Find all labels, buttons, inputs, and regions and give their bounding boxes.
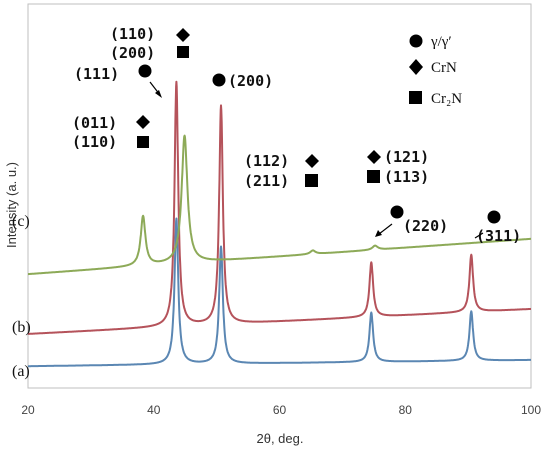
peak-label-110-cr2n: (110) (72, 133, 117, 151)
peak-label-121: (121) (384, 148, 429, 166)
diamond-marker-icon (305, 154, 319, 168)
series-line-c (27, 134, 532, 276)
series-label-b: (b) (12, 319, 31, 336)
peak-label-220: (220) (403, 217, 448, 235)
peak-label-311: (311) (476, 227, 521, 245)
x-tick-label: 20 (21, 403, 35, 417)
legend-circle-icon (409, 34, 423, 48)
series-line-a (27, 217, 532, 368)
series-layer (27, 80, 532, 368)
peak-label-111: (111) (74, 65, 119, 83)
peak-label-113: (113) (384, 168, 429, 186)
series-label-c: (c) (12, 213, 30, 230)
plot-frame (27, 3, 532, 389)
peak-label-200-cr2n: (200) (110, 44, 155, 62)
x-axis-title: 2θ, deg. (257, 431, 304, 446)
legend-label-gamma: γ/γ′ (430, 34, 452, 50)
peak-label-011: (011) (72, 114, 117, 132)
x-tick-label: 100 (521, 403, 541, 417)
square-marker-icon (367, 170, 380, 183)
peak-label-211: (211) (244, 172, 289, 190)
arrow-head-icon (375, 230, 382, 237)
legend-label-crn: CrN (431, 60, 457, 76)
square-marker-icon (177, 46, 189, 58)
diamond-marker-icon (136, 115, 150, 129)
legend-label-cr2n: Cr₂N (431, 91, 462, 107)
x-tick-label: 80 (399, 403, 413, 417)
square-marker-icon (305, 174, 318, 187)
arrow-311 (474, 232, 484, 239)
arrow-head-icon (155, 90, 162, 98)
circle-marker-icon (487, 210, 501, 224)
circle-marker-icon (390, 205, 404, 219)
peak-annotations: (110) (200) (111) (200) (011) (110) (112… (72, 25, 521, 245)
arrow-220 (378, 223, 393, 235)
x-tick-labels: 20 40 60 80 100 (21, 403, 541, 417)
legend: γ/γ′ CrN Cr₂N (409, 34, 462, 107)
diamond-marker-icon (367, 150, 381, 164)
square-marker-icon (137, 136, 149, 148)
peak-label-112: (112) (244, 152, 289, 170)
legend-diamond-icon (409, 59, 423, 75)
peak-label-110-crn: (110) (110, 25, 155, 43)
circle-marker-icon (212, 73, 226, 87)
diamond-marker-icon (176, 28, 190, 42)
y-axis-title: Intensity (a. u.) (4, 162, 19, 248)
series-label-a: (a) (12, 363, 30, 380)
circle-marker-icon (138, 64, 152, 78)
peak-label-200-gamma: (200) (228, 72, 273, 90)
x-tick-label: 60 (273, 403, 287, 417)
series-line-b (27, 80, 532, 335)
legend-square-icon (409, 91, 422, 104)
x-tick-label: 40 (147, 403, 161, 417)
